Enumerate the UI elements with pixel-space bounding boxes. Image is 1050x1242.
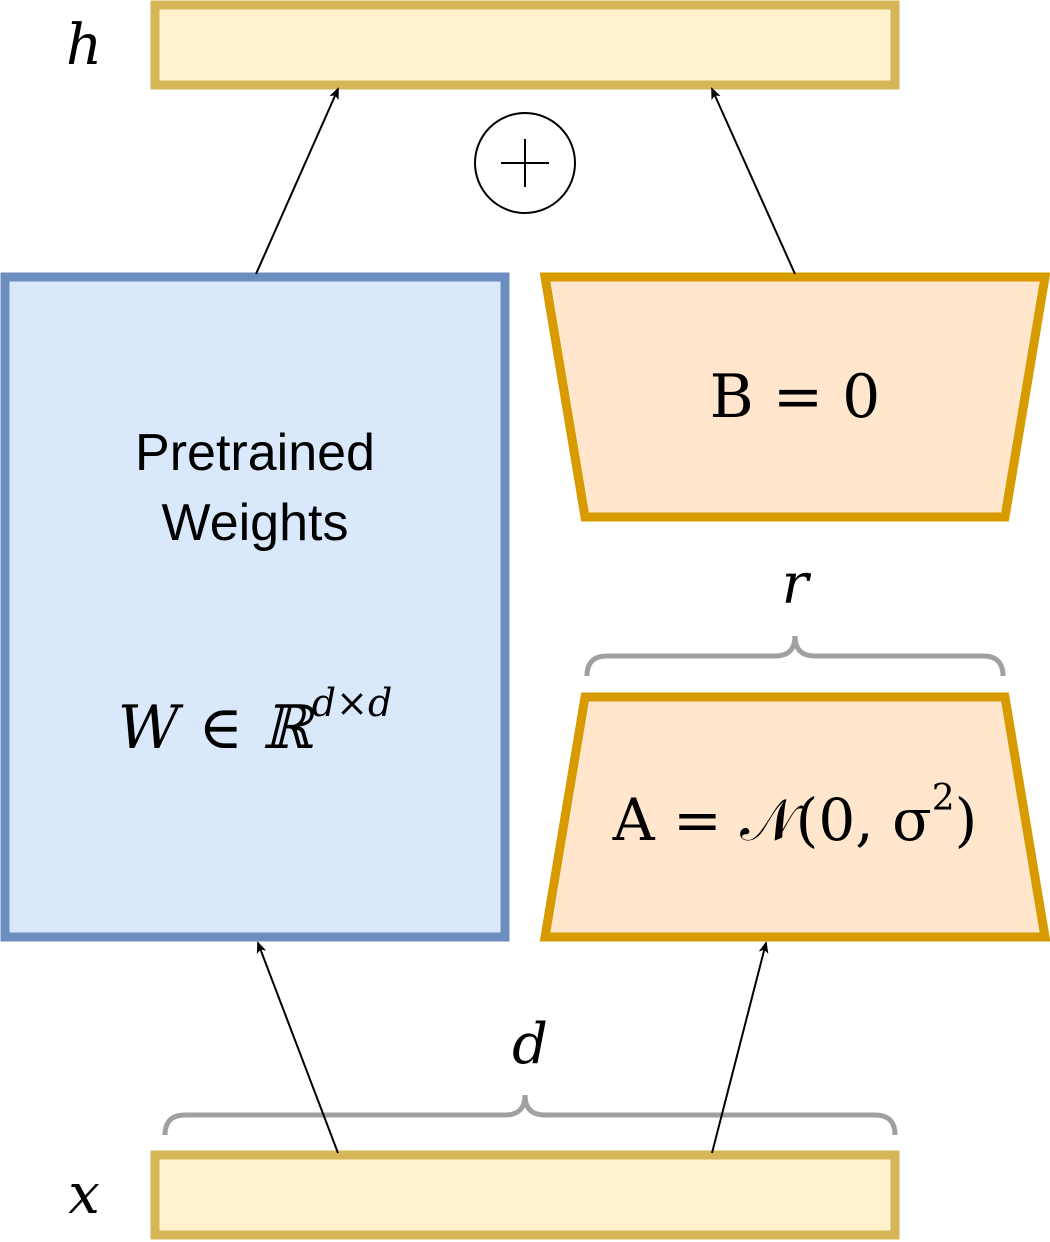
pretrained-title-line2: Weights: [162, 494, 349, 552]
matrix-a-formula-close: ): [955, 786, 978, 854]
output-label-h: h: [66, 13, 102, 78]
add-operator-icon: [474, 112, 576, 214]
rank-brace: [584, 635, 1006, 677]
matrix-a-formula-lhs: A = 𝒩(0, σ: [612, 786, 932, 854]
input-label-x: x: [68, 1162, 100, 1227]
arrow-x-to-matrix-a: [711, 941, 769, 1154]
matrix-a-block: [539, 692, 1050, 942]
pretrained-weights-block: [0, 272, 510, 942]
pretrained-formula: W ∈ ℝd×d: [118, 681, 393, 763]
matrix-a-formula: A = 𝒩(0, σ2): [612, 778, 977, 854]
rank-label-r: r: [782, 552, 812, 617]
matrix-b-block: [539, 272, 1050, 522]
matrix-b-formula: B = 0: [710, 362, 881, 432]
arrow-x-to-pretrained: [256, 941, 339, 1154]
arrow-pretrained-to-h: [255, 87, 339, 275]
arrow-matrix-b-to-h: [711, 87, 796, 275]
dimension-label-d: d: [512, 1012, 548, 1077]
input-vector-x: [150, 1150, 900, 1240]
pretrained-title-line1: Pretrained: [135, 424, 375, 482]
dimension-brace: [162, 1094, 898, 1136]
pretrained-formula-base: W ∈ ℝ: [118, 693, 316, 763]
matrix-a-formula-superscript: 2: [932, 778, 955, 819]
pretrained-formula-superscript: d×d: [312, 681, 393, 725]
output-vector-h: [150, 0, 900, 90]
